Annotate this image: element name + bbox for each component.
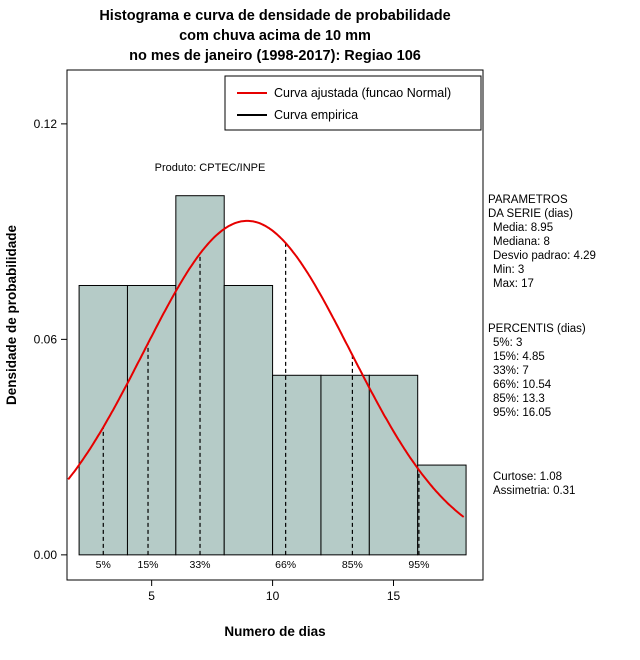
percentis-block: PERCENTIS (dias) 5%: 3 15%: 4.85 33%: 7 66%… — [488, 322, 586, 420]
params-title-line2: DA SERIE (dias) — [488, 208, 573, 220]
y-tick-label: 0.00 — [34, 548, 58, 562]
extra-stats-list: Curtose: 1.08 Assimetria: 0.31 — [488, 470, 575, 498]
series-parameter-line: Max: 17 — [493, 278, 534, 290]
plot-box — [66, 69, 484, 581]
y-tick-label: 0.12 — [34, 117, 58, 131]
chart-title-line2: com chuva acima de 10 mm — [179, 28, 371, 44]
chart-title-line3: no mes de janeiro (1998-2017): Regiao 10… — [129, 48, 421, 64]
axes: 5 10 15 0.00 0.06 0.12 — [34, 117, 401, 603]
series-parameter-line: Min: 3 — [493, 264, 525, 276]
params-title-line1: PARAMETROS — [488, 194, 568, 206]
series-parameter-line: Media: 8.95 — [493, 222, 554, 234]
extra-stats-block: Curtose: 1.08 Assimetria: 0.31 — [488, 470, 575, 498]
normal-curve-path — [67, 219, 465, 518]
x-tick-label: 10 — [266, 589, 280, 603]
histogram-bar — [126, 284, 177, 556]
legend-box — [224, 75, 482, 131]
percentile-value-line: 66%: 10.54 — [493, 379, 552, 391]
percentile-value-line: 95%: 16.05 — [493, 407, 552, 419]
x-axis-label: Numero de dias — [224, 624, 325, 639]
fitted-normal-curve — [67, 219, 465, 518]
histogram-bar — [272, 374, 322, 556]
legend-label-fitted: Curva ajustada (funcao Normal) — [274, 86, 451, 100]
percentile-value-line: 33%: 7 — [493, 365, 529, 377]
params-block: PARAMETROS DA SERIE (dias) Media: 8.95 Me… — [488, 193, 596, 291]
percentile-label: 5% — [96, 559, 111, 571]
product-watermark: Produto: CPTEC/INPE — [155, 162, 266, 174]
percentile-value-line: 85%: 13.3 — [493, 393, 545, 405]
x-tick-label: 15 — [387, 589, 401, 603]
percentile-value-line: 15%: 4.85 — [493, 351, 545, 363]
x-tick-label: 5 — [148, 589, 155, 603]
histogram-bar — [78, 284, 128, 556]
percentile-label: 85% — [342, 559, 363, 571]
histogram-bars — [78, 195, 467, 556]
percentile-label: 15% — [138, 559, 159, 571]
percentile-label: 33% — [190, 559, 211, 571]
histogram-bar — [223, 284, 274, 556]
chart-title-line1: Histograma e curva de densidade de proba… — [99, 8, 450, 24]
percentis-title: PERCENTIS (dias) — [488, 323, 586, 335]
legend: Curva ajustada (funcao Normal) Curva emp… — [224, 75, 482, 131]
percentile-label: 95% — [408, 559, 429, 571]
percentile-label: 66% — [275, 559, 296, 571]
extra-stat-line: Curtose: 1.08 — [493, 471, 563, 483]
histogram-bar — [320, 374, 370, 556]
histogram-bar — [368, 374, 419, 556]
percentile-value-line: 5%: 3 — [493, 337, 523, 349]
legend-label-empirical: Curva empirica — [274, 108, 358, 122]
params-list: Media: 8.95 Mediana: 8 Desvio padrao: 4.29… — [488, 221, 596, 291]
histogram-bar — [175, 195, 225, 556]
percentis-list: 5%: 3 15%: 4.85 33%: 7 66%: 10.54 85%: 13.3 9… — [488, 336, 586, 420]
y-tick-label: 0.06 — [34, 332, 58, 346]
extra-stat-line: Assimetria: 0.31 — [493, 485, 576, 497]
series-parameter-line: Desvio padrao: 4.29 — [493, 250, 596, 262]
series-parameter-line: Mediana: 8 — [493, 236, 550, 248]
y-axis-label: Densidade de probabilidade — [4, 224, 19, 405]
percentile-lines: 5% 15% 33% 66% 85% 95% — [96, 243, 429, 571]
